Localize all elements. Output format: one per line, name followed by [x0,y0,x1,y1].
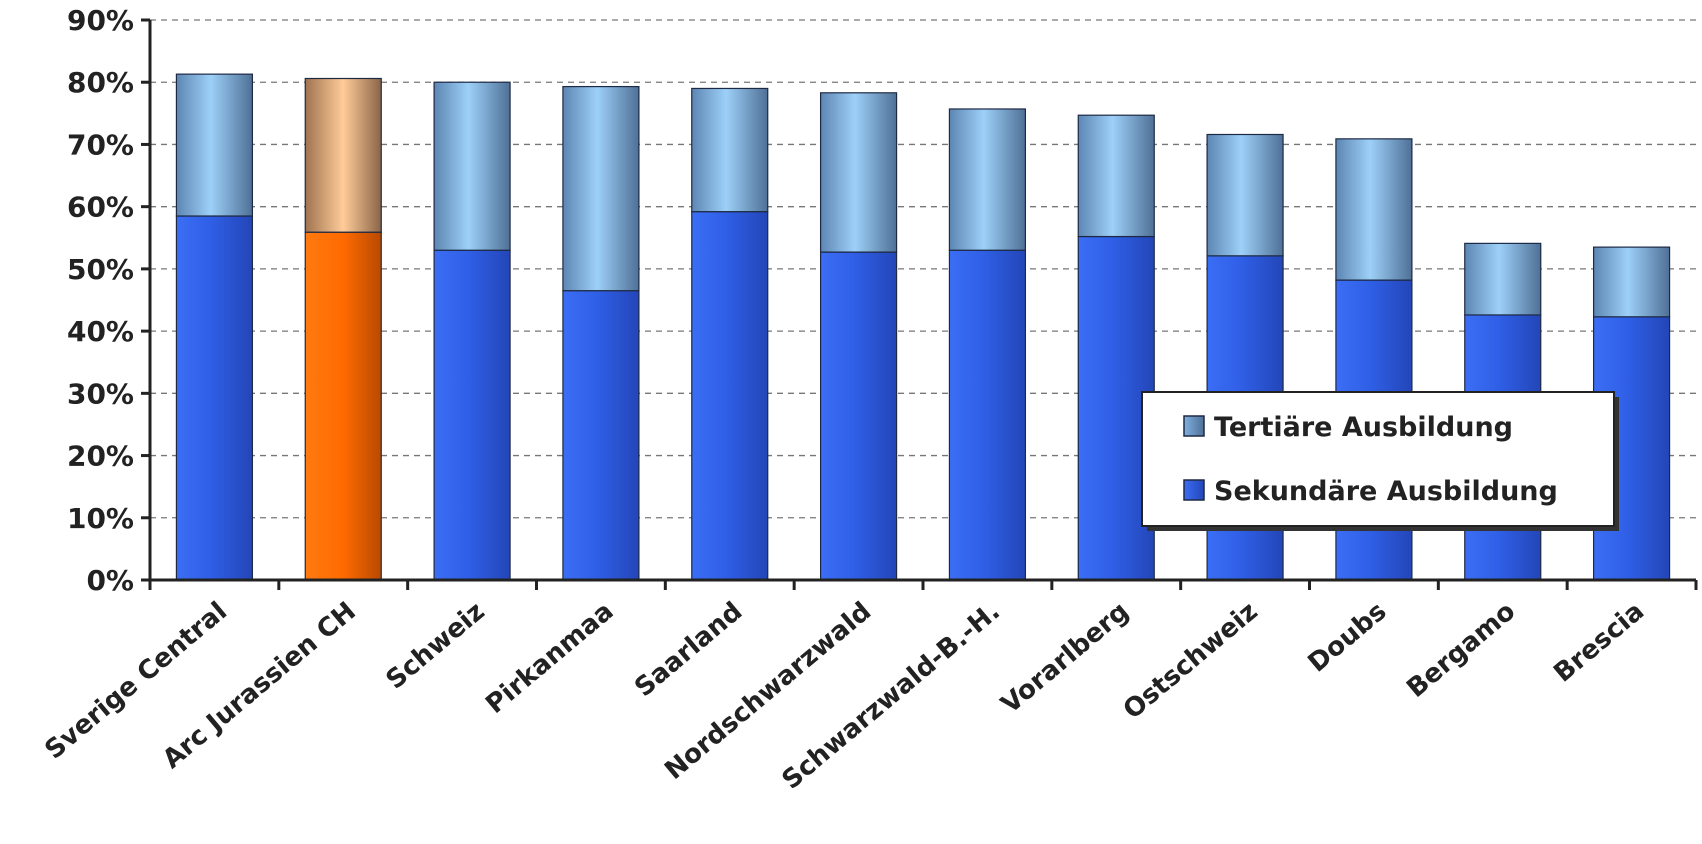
bar-sekundaere-1 [304,231,382,581]
x-category-label: Pirkanmaa [480,596,619,719]
legend-swatch [1183,479,1205,501]
x-category-label: Schwarzwald-B.-H. [777,596,1006,795]
bar-tertiaere-7 [1077,114,1155,238]
y-tick-label: 80% [67,66,134,99]
legend-box [1141,391,1615,527]
y-tick-label: 60% [67,191,134,224]
x-category-label: Nordschwarzwald [659,596,877,786]
legend-swatch [1183,415,1205,437]
y-tick-label: 40% [67,315,134,348]
bar-tertiaere-0 [175,73,254,217]
bar-tertiaere-10 [1464,242,1542,316]
x-category-label: Vorarlberg [996,596,1135,719]
y-tick-label: 20% [67,440,134,473]
bar-tertiaere-2 [433,81,511,251]
legend: Tertiäre Ausbildung Sekundäre Ausbildung [1141,391,1619,531]
y-axis-tick-labels: 0% 10% 20% 30% 40% 50% 60% 70% 80% 90% [67,4,134,597]
gridlines [150,19,1696,519]
y-tick-label: 30% [67,377,134,410]
y-tick-label: 0% [86,564,134,597]
bar-sekundaere-3 [562,290,640,581]
y-tick-label: 70% [67,128,134,161]
x-category-label: Ostschweiz [1118,596,1264,725]
x-category-label: Schweiz [381,596,491,695]
bar-tertiaere-11 [1592,246,1671,318]
bar-sekundaere-6 [948,249,1027,581]
bar-tertiaere-9 [1335,138,1413,281]
bar-tertiaere-3 [562,85,640,292]
legend-label: Sekundäre Ausbildung [1214,476,1558,507]
bar-sekundaere-5 [819,251,898,581]
bar-tertiaere-5 [819,92,898,253]
bar-sekundaere-2 [433,249,511,581]
legend-label: Tertiäre Ausbildung [1214,412,1513,443]
bar-sekundaere-4 [691,211,769,581]
x-category-label: Brescia [1548,596,1650,688]
y-tick-label: 90% [67,4,134,37]
x-category-label: Doubs [1303,596,1393,678]
axes [141,18,1698,590]
bar-sekundaere-0 [175,215,254,581]
bar-tertiaere-1 [304,77,382,233]
bar-tertiaere-4 [691,87,769,213]
y-tick-label: 10% [67,502,134,535]
bar-tertiaere-6 [948,108,1027,251]
bar-tertiaere-8 [1206,133,1284,257]
x-category-label: Saarland [629,596,748,703]
x-category-label: Bergamo [1401,596,1521,703]
y-tick-label: 50% [67,253,134,286]
